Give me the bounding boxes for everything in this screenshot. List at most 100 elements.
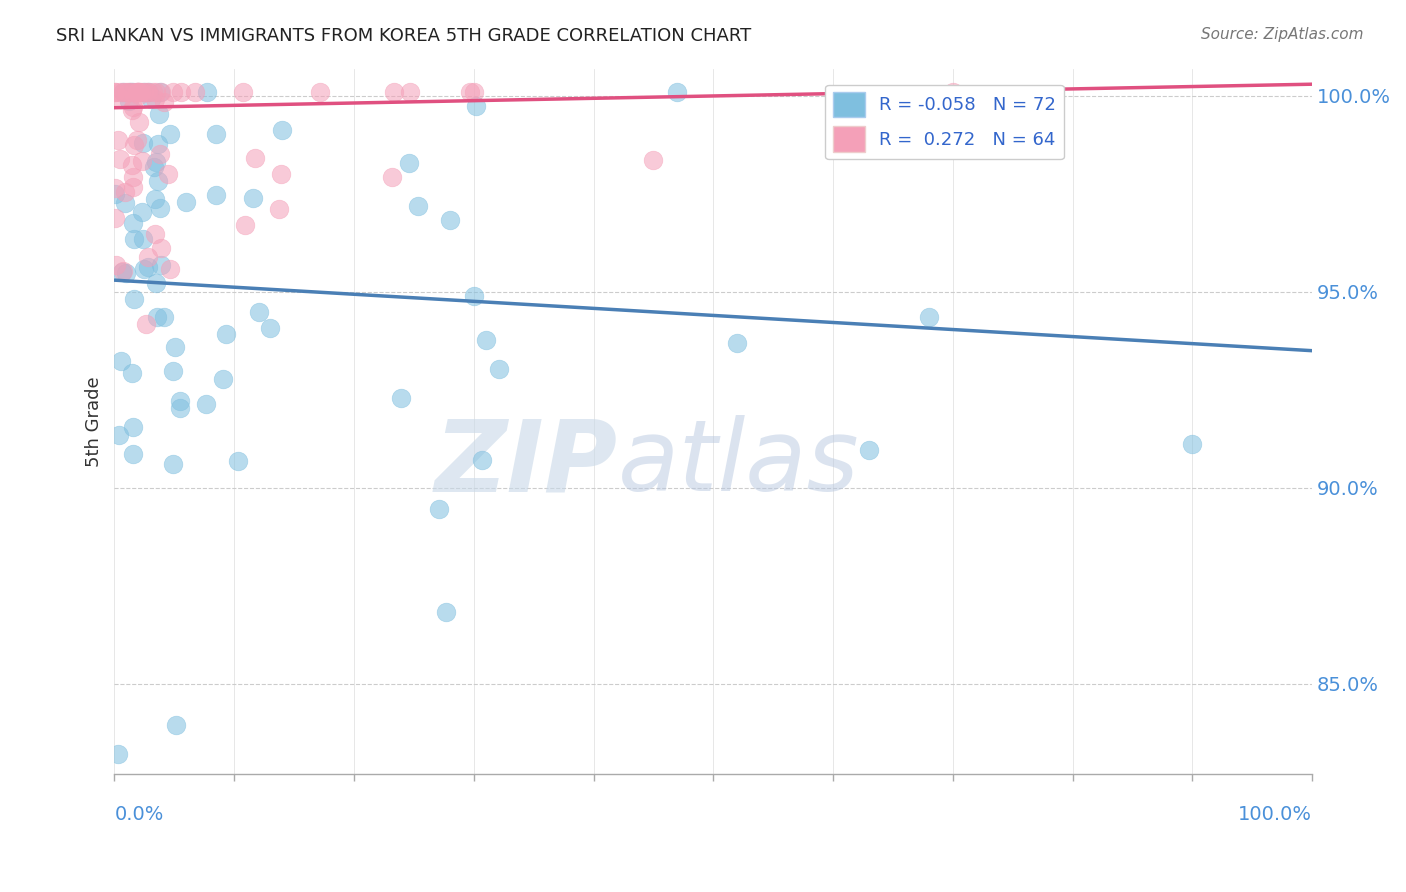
- Point: [121, 447, 143, 461]
- Point: [858, 442, 880, 457]
- Point: [381, 169, 404, 184]
- Point: [1181, 436, 1204, 450]
- Point: [132, 85, 155, 99]
- Point: [259, 320, 281, 334]
- Point: [117, 85, 139, 99]
- Point: [465, 99, 488, 113]
- Point: [107, 133, 129, 147]
- Point: [149, 85, 172, 99]
- Point: [460, 85, 482, 99]
- Point: [129, 85, 152, 99]
- Point: [211, 372, 233, 386]
- Point: [232, 85, 254, 99]
- Point: [121, 85, 143, 99]
- Point: [463, 85, 485, 99]
- Point: [146, 310, 169, 324]
- Point: [152, 310, 174, 324]
- Point: [226, 453, 249, 467]
- Point: [114, 185, 136, 199]
- Point: [148, 136, 170, 151]
- Point: [125, 133, 148, 147]
- Point: [918, 310, 941, 324]
- Point: [125, 85, 148, 99]
- Point: [247, 304, 270, 318]
- Legend: R = -0.058   N = 72, R =  0.272   N = 64: R = -0.058 N = 72, R = 0.272 N = 64: [825, 85, 1063, 159]
- Point: [463, 289, 485, 303]
- Point: [145, 85, 167, 99]
- Point: [143, 227, 166, 241]
- Point: [122, 419, 145, 434]
- Point: [122, 138, 145, 153]
- Point: [132, 85, 155, 99]
- Point: [121, 99, 143, 113]
- Point: [105, 258, 128, 272]
- Point: [142, 85, 165, 99]
- Point: [108, 85, 131, 99]
- Text: 100.0%: 100.0%: [1239, 805, 1312, 824]
- Point: [475, 333, 498, 347]
- Point: [121, 366, 143, 380]
- Point: [215, 326, 238, 341]
- Point: [488, 362, 510, 376]
- Point: [195, 397, 218, 411]
- Point: [156, 167, 179, 181]
- Text: 0.0%: 0.0%: [114, 805, 163, 824]
- Point: [159, 127, 181, 141]
- Point: [242, 190, 264, 204]
- Point: [205, 127, 228, 141]
- Point: [122, 292, 145, 306]
- Point: [132, 262, 155, 277]
- Point: [143, 160, 166, 174]
- Point: [308, 85, 330, 99]
- Point: [104, 85, 127, 99]
- Point: [114, 196, 136, 211]
- Point: [169, 394, 191, 409]
- Point: [122, 169, 145, 184]
- Point: [104, 211, 127, 226]
- Point: [725, 335, 748, 350]
- Point: [205, 188, 228, 202]
- Point: [165, 340, 187, 354]
- Point: [127, 85, 149, 99]
- Point: [138, 85, 160, 99]
- Point: [135, 317, 157, 331]
- Point: [406, 199, 429, 213]
- Point: [111, 265, 134, 279]
- Point: [136, 260, 159, 275]
- Point: [398, 156, 420, 170]
- Point: [118, 94, 141, 108]
- Point: [128, 88, 150, 103]
- Point: [121, 103, 143, 117]
- Point: [104, 181, 127, 195]
- Point: [138, 250, 160, 264]
- Point: [136, 85, 159, 99]
- Point: [149, 146, 172, 161]
- Point: [391, 391, 413, 405]
- Point: [427, 502, 450, 516]
- Point: [110, 92, 132, 106]
- Point: [121, 158, 143, 172]
- Point: [169, 85, 191, 99]
- Point: [124, 232, 146, 246]
- Point: [136, 85, 159, 99]
- Text: atlas: atlas: [617, 415, 859, 512]
- Point: [169, 401, 191, 416]
- Point: [143, 92, 166, 106]
- Point: [108, 428, 131, 442]
- Point: [942, 85, 965, 99]
- Point: [149, 201, 172, 215]
- Point: [434, 605, 457, 619]
- Point: [470, 452, 492, 467]
- Point: [233, 218, 256, 232]
- Point: [108, 152, 131, 166]
- Point: [128, 114, 150, 128]
- Point: [184, 85, 207, 99]
- Point: [149, 258, 172, 272]
- Point: [666, 85, 689, 99]
- Point: [153, 95, 176, 109]
- Point: [128, 85, 150, 99]
- Point: [165, 717, 187, 731]
- Point: [122, 216, 145, 230]
- Point: [122, 85, 145, 99]
- Point: [270, 167, 292, 181]
